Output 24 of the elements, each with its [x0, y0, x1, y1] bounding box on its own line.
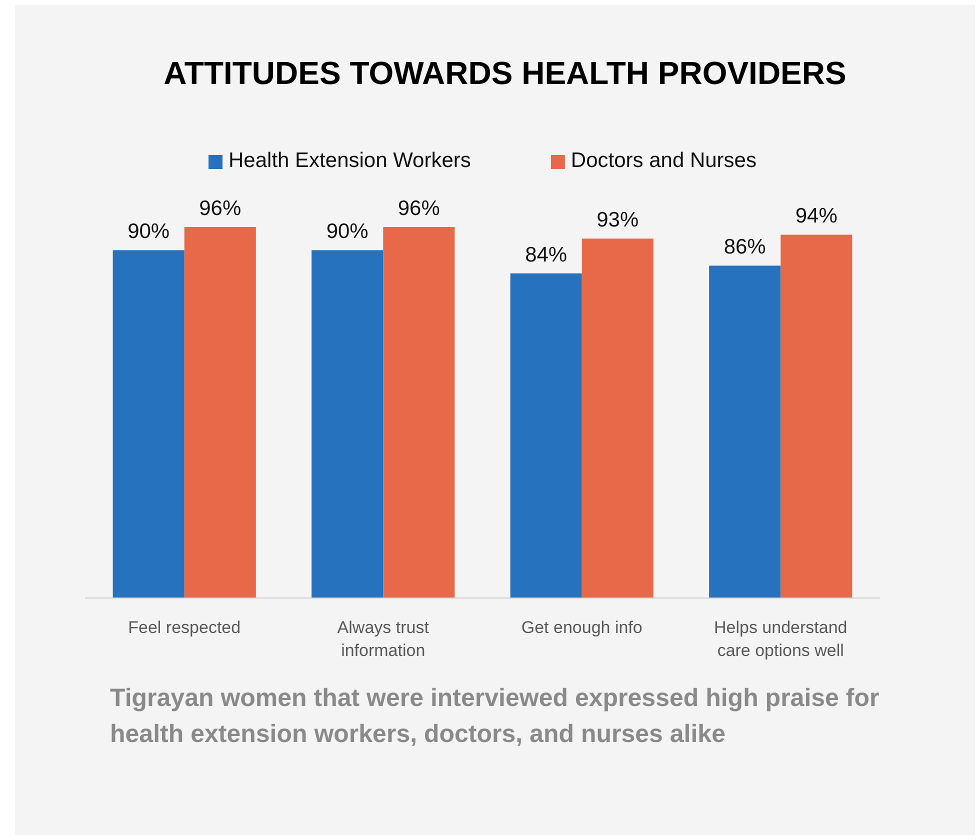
- data-label: 96%: [398, 197, 440, 220]
- data-label: 86%: [724, 236, 766, 259]
- x-tick-label: Feel respected: [128, 618, 241, 637]
- bar: [709, 266, 781, 598]
- x-tick-label: Always trust information: [337, 618, 430, 660]
- data-label: 84%: [525, 243, 568, 266]
- bar: [383, 227, 455, 598]
- bar: [112, 250, 184, 598]
- bar: [582, 238, 654, 598]
- data-label: 90%: [326, 220, 368, 244]
- legend-label: Health Extension Workers: [228, 149, 471, 172]
- x-tick-label: Get enough info: [521, 618, 642, 637]
- data-label: 93%: [596, 208, 639, 232]
- bar: [184, 227, 256, 598]
- data-label: 94%: [795, 204, 838, 228]
- bar: [510, 273, 582, 598]
- chart-title: ATTITUDES TOWARDS HEALTH PROVIDERS: [164, 55, 846, 91]
- legend-label: Doctors and Nurses: [570, 149, 756, 172]
- bar: [312, 250, 384, 598]
- data-label: 96%: [199, 197, 242, 220]
- data-label: 90%: [128, 220, 170, 244]
- text: Tigrayan women that were interviewed expressed high praise for health extension workers, doctors, and nurses alike: [110, 684, 880, 748]
- bar: [780, 234, 852, 598]
- x-tick-label: Helps understand care options well: [714, 618, 848, 660]
